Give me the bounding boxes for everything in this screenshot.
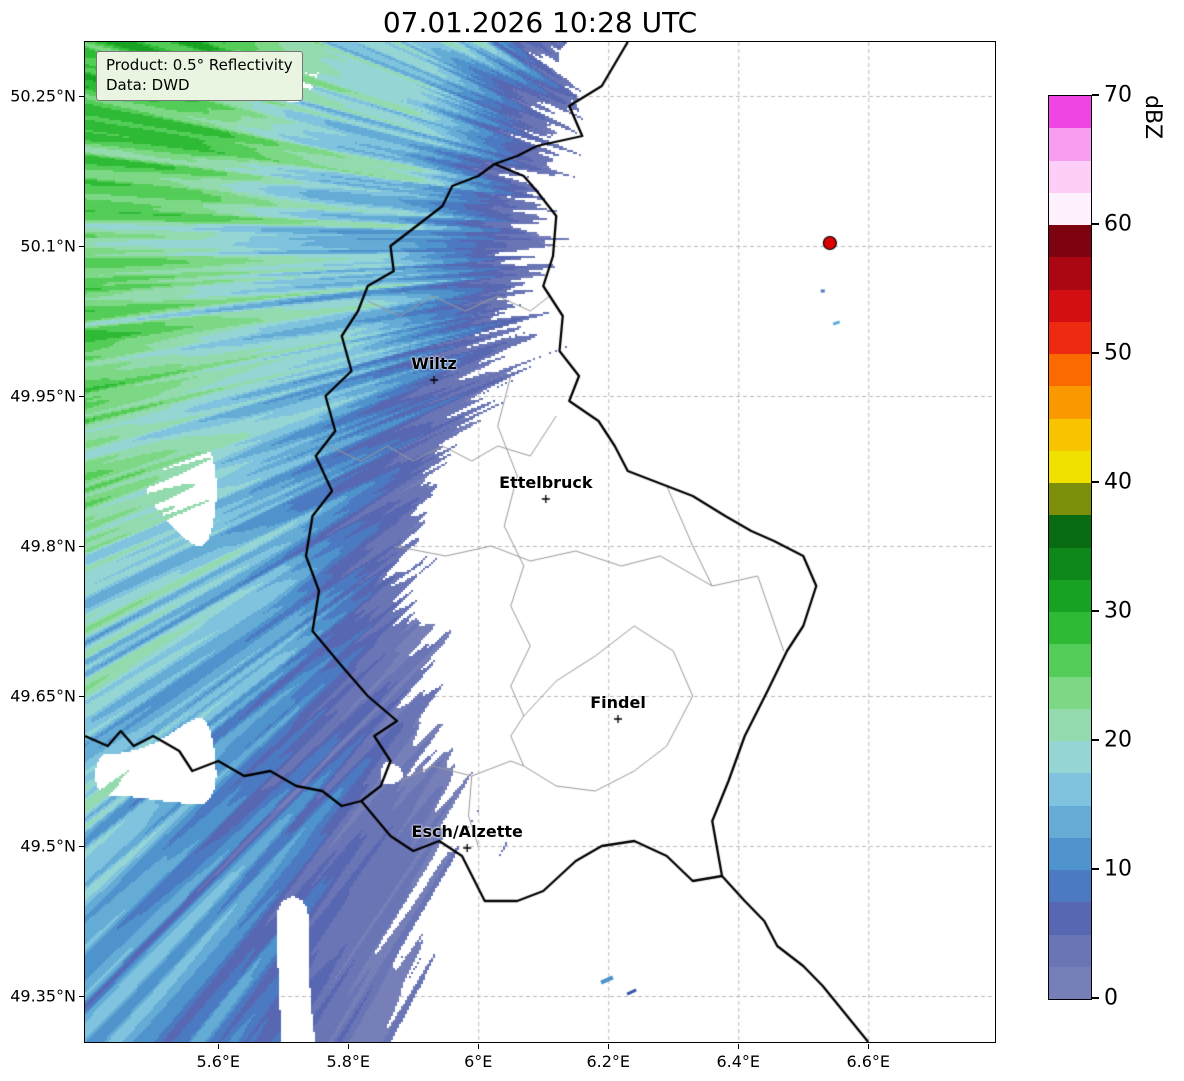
x-tick-label: 6.6°E [846,1052,891,1071]
y-tick-mark [79,696,84,697]
colorbar-band [1049,708,1091,741]
x-tick-mark [608,1044,610,1049]
colorbar-band [1049,256,1091,290]
data-source-line: Data: DWD [106,76,190,95]
colorbar-tick-label: 40 [1104,469,1132,495]
y-tick-label: 50.1°N [20,236,76,256]
colorbar-band [1049,547,1091,580]
y-tick-mark [79,546,84,547]
x-tick-mark [868,1044,870,1049]
colorbar-band [1049,676,1091,709]
colorbar-tick-label: 70 [1104,82,1132,108]
y-tick-mark [79,246,84,247]
city-label: Ettelbruck [499,473,593,492]
x-tick-label: 5.6°E [196,1052,241,1071]
colorbar-band [1049,224,1091,258]
colorbar-band [1049,643,1091,677]
x-tick-label: 6°E [464,1052,493,1071]
y-tick-label: 49.8°N [20,536,76,556]
colorbar-tick-mark [1092,610,1099,612]
colorbar-band [1049,482,1091,516]
colorbar-band [1049,934,1091,967]
colorbar-tick-label: 50 [1104,340,1132,366]
y-tick-label: 49.65°N [10,686,76,706]
colorbar-tick-label: 0 [1104,985,1118,1011]
y-tick-label: 50.25°N [10,86,76,106]
colorbar-tick-mark [1092,94,1099,96]
colorbar-tick-mark [1092,352,1099,354]
product-info-box: Product: 0.5° Reflectivity Data: DWD [96,51,303,101]
colorbar-tick-label: 60 [1104,211,1132,237]
colorbar-band [1049,805,1091,838]
colorbar-band [1049,450,1091,483]
x-tick-label: 6.4°E [716,1052,761,1071]
colorbar [1048,95,1092,1000]
colorbar-band [1049,514,1091,548]
y-tick-mark [79,396,84,397]
city-label: Findel [590,693,646,712]
x-tick-mark [348,1044,350,1049]
colorbar-tick-label: 10 [1104,856,1132,882]
figure-title: 07.01.2026 10:28 UTC [382,6,698,39]
city-label: Wiltz [411,354,457,373]
colorbar-band [1049,385,1091,419]
y-tick-label: 49.5°N [20,836,76,856]
radar-map-canvas [85,42,995,1042]
colorbar-band [1049,321,1091,354]
colorbar-band [1049,966,1091,999]
colorbar-band [1049,837,1091,870]
x-tick-label: 5.8°E [326,1052,371,1071]
x-tick-mark [478,1044,480,1049]
x-tick-label: 6.2°E [586,1052,631,1071]
colorbar-tick-mark [1092,739,1099,741]
y-tick-mark [79,996,84,997]
colorbar-tick-mark [1092,997,1099,999]
colorbar-band [1049,579,1091,612]
y-tick-label: 49.95°N [10,386,76,406]
colorbar-band [1049,740,1091,774]
y-tick-label: 49.35°N [10,986,76,1006]
colorbar-tick-label: 20 [1104,727,1132,753]
y-tick-mark [79,96,84,97]
colorbar-band [1049,772,1091,806]
colorbar-band [1049,611,1091,645]
colorbar-band [1049,418,1091,451]
colorbar-tick-label: 30 [1104,598,1132,624]
colorbar-unit-label: dBZ [1140,95,1165,140]
x-tick-mark [738,1044,740,1049]
y-tick-mark [79,846,84,847]
colorbar-band [1049,869,1091,903]
map-plot-area: Product: 0.5° Reflectivity Data: DWD Wil… [84,41,996,1043]
colorbar-band [1049,160,1091,193]
product-info-line: Product: 0.5° Reflectivity [106,56,293,74]
colorbar-tick-mark [1092,223,1099,225]
colorbar-band [1049,901,1091,935]
colorbar-band [1049,127,1091,161]
colorbar-tick-mark [1092,481,1099,483]
colorbar-tick-mark [1092,868,1099,870]
colorbar-band [1049,95,1091,129]
city-label: Esch/Alzette [411,822,523,841]
colorbar-band [1049,353,1091,387]
colorbar-band [1049,289,1091,322]
colorbar-band [1049,192,1091,225]
x-tick-mark [218,1044,220,1049]
